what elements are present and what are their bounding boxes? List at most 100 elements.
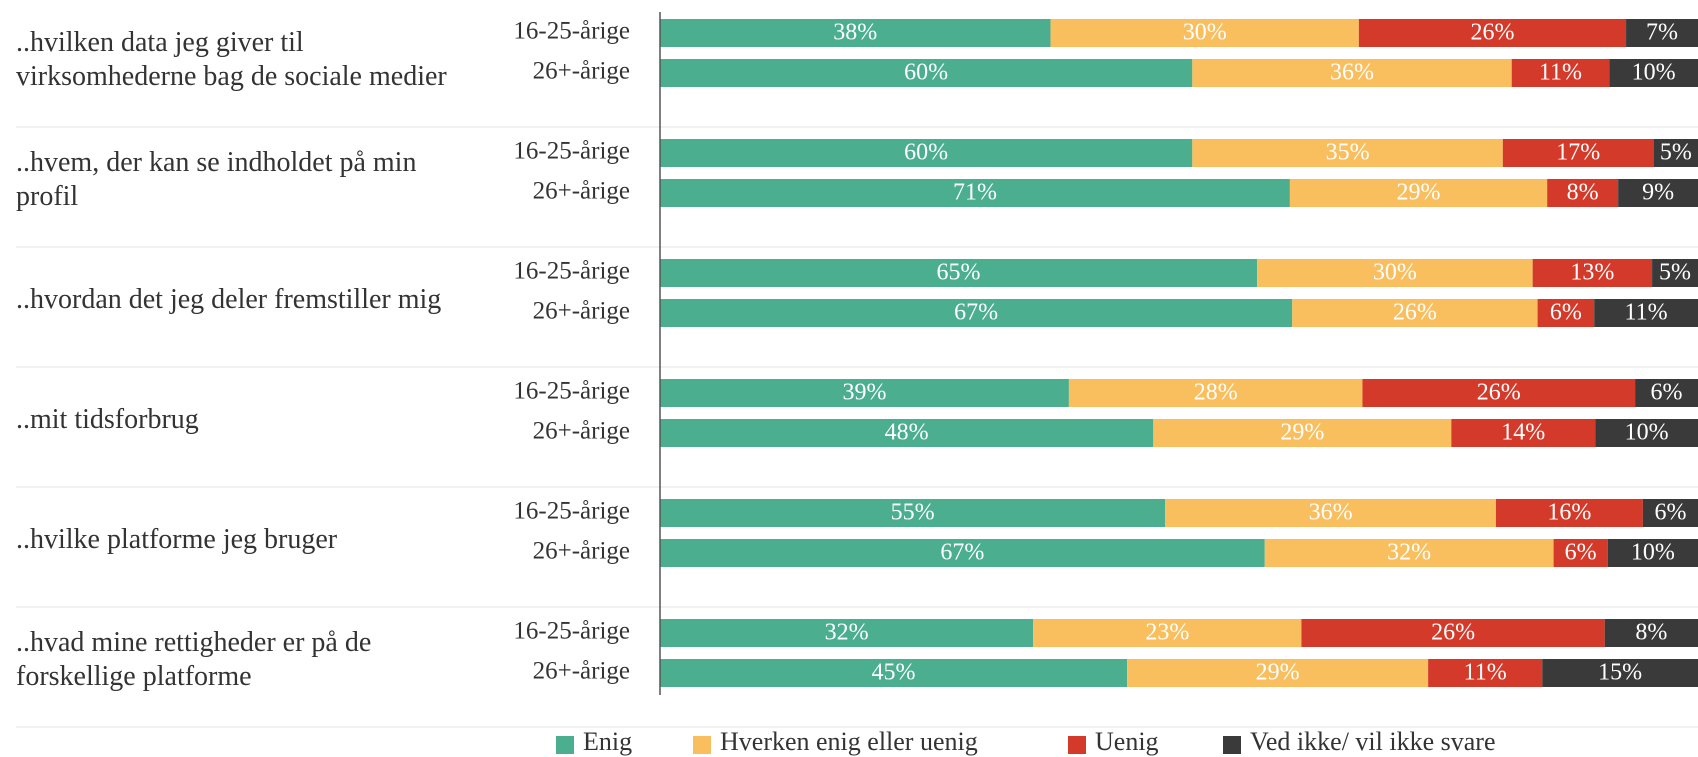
value-label: 65% bbox=[937, 260, 981, 286]
value-label: 10% bbox=[1631, 540, 1675, 566]
bar-segment bbox=[660, 139, 1193, 167]
legend-swatch bbox=[1068, 736, 1086, 754]
value-label: 36% bbox=[1330, 60, 1374, 86]
legend-swatch bbox=[556, 736, 574, 754]
bar-segment bbox=[1547, 179, 1619, 207]
bar-segment bbox=[660, 179, 1290, 207]
value-label: 15% bbox=[1598, 660, 1642, 686]
bar-segment bbox=[1635, 379, 1698, 407]
bar-segment bbox=[1652, 259, 1698, 287]
bar-segment bbox=[660, 379, 1069, 407]
group-label: 26+-årige bbox=[533, 58, 630, 85]
value-label: 8% bbox=[1567, 180, 1599, 206]
bar-segment bbox=[1292, 299, 1538, 327]
value-label: 14% bbox=[1501, 420, 1545, 446]
group-label: 16-25-årige bbox=[513, 138, 630, 165]
value-label: 8% bbox=[1635, 620, 1667, 646]
value-label: 32% bbox=[1387, 540, 1431, 566]
bar-segment bbox=[1609, 59, 1698, 87]
bar-segment bbox=[1289, 179, 1548, 207]
value-label: 32% bbox=[825, 620, 869, 646]
bar-segment bbox=[1607, 539, 1698, 567]
value-label: 36% bbox=[1309, 500, 1353, 526]
bar-segment bbox=[1451, 419, 1596, 447]
value-label: 35% bbox=[1326, 140, 1370, 166]
bar-segment bbox=[1362, 379, 1636, 407]
value-label: 11% bbox=[1539, 60, 1582, 86]
value-label: 48% bbox=[885, 420, 929, 446]
value-label: 29% bbox=[1280, 420, 1324, 446]
value-label: 29% bbox=[1256, 660, 1300, 686]
value-label: 5% bbox=[1660, 140, 1692, 166]
bar-segment bbox=[1604, 619, 1698, 647]
value-label: 67% bbox=[940, 540, 984, 566]
value-label: 38% bbox=[833, 20, 877, 46]
bar-segment bbox=[1165, 499, 1496, 527]
bar-segment bbox=[1511, 59, 1610, 87]
bar-segment bbox=[1033, 619, 1302, 647]
bar-segment bbox=[1618, 179, 1698, 207]
group-label: 26+-årige bbox=[533, 298, 630, 325]
question-label: ..hvordan det jeg deler fremstiller mig bbox=[16, 284, 442, 315]
value-label: 45% bbox=[872, 660, 916, 686]
bar-segment bbox=[1537, 299, 1595, 327]
value-label: 26% bbox=[1431, 620, 1475, 646]
bar-segment bbox=[660, 419, 1154, 447]
bar-segment bbox=[1595, 419, 1698, 447]
group-label: 26+-årige bbox=[533, 538, 630, 565]
value-label: 6% bbox=[1654, 500, 1686, 526]
bar-segment bbox=[1127, 659, 1429, 687]
group-label: 26+-årige bbox=[533, 658, 630, 685]
bar-segment bbox=[1542, 659, 1698, 687]
value-label: 5% bbox=[1659, 260, 1691, 286]
value-label: 26% bbox=[1477, 380, 1521, 406]
legend-label: Hverken enig eller uenig bbox=[720, 727, 978, 756]
bar-segment bbox=[660, 499, 1166, 527]
legend-label: Ved ikke/ vil ikke svare bbox=[1250, 727, 1496, 756]
group-label: 26+-årige bbox=[533, 178, 630, 205]
legend-label: Uenig bbox=[1095, 727, 1159, 756]
bar-segment bbox=[1495, 499, 1643, 527]
question-label: ..hvilken data jeg giver til virksomhede… bbox=[16, 27, 447, 92]
group-label: 16-25-årige bbox=[513, 498, 630, 525]
value-label: 67% bbox=[954, 300, 998, 326]
value-label: 10% bbox=[1632, 60, 1676, 86]
legend-swatch bbox=[693, 736, 711, 754]
question-label: ..hvilke platforme jeg bruger bbox=[16, 524, 338, 555]
bar-segment bbox=[660, 539, 1265, 567]
legend-swatch bbox=[1223, 736, 1241, 754]
value-label: 9% bbox=[1642, 180, 1674, 206]
value-label: 23% bbox=[1145, 620, 1189, 646]
bar-segment bbox=[1153, 419, 1452, 447]
value-label: 16% bbox=[1547, 500, 1591, 526]
bar-segment bbox=[1192, 59, 1512, 87]
group-label: 16-25-årige bbox=[513, 18, 630, 45]
bar-segment bbox=[1358, 19, 1627, 47]
bar-segment bbox=[660, 619, 1034, 647]
value-label: 13% bbox=[1570, 260, 1614, 286]
bar-segment bbox=[1068, 379, 1363, 407]
value-label: 30% bbox=[1373, 260, 1417, 286]
bar-segment bbox=[1428, 659, 1543, 687]
value-label: 6% bbox=[1565, 540, 1597, 566]
value-label: 6% bbox=[1550, 300, 1582, 326]
bar-segment bbox=[660, 299, 1293, 327]
value-label: 11% bbox=[1464, 660, 1507, 686]
bar-segment bbox=[1594, 299, 1698, 327]
bar-segment bbox=[1192, 139, 1503, 167]
value-label: 30% bbox=[1183, 20, 1227, 46]
bar-segment bbox=[1532, 259, 1653, 287]
group-label: 26+-årige bbox=[533, 418, 630, 445]
bar-segment bbox=[1050, 19, 1359, 47]
bar-segment bbox=[1257, 259, 1533, 287]
bar-segment bbox=[1642, 499, 1698, 527]
question-label: ..hvem, der kan se indholdet på min prof… bbox=[16, 147, 417, 212]
question-label: ..mit tidsforbrug bbox=[16, 404, 199, 435]
question-label: ..hvad mine rettigheder er på de forskel… bbox=[16, 627, 372, 692]
value-label: 60% bbox=[904, 140, 948, 166]
bar-segment bbox=[1626, 19, 1698, 47]
bar-segment bbox=[1301, 619, 1605, 647]
bar-segment bbox=[1502, 139, 1654, 167]
value-label: 17% bbox=[1556, 140, 1600, 166]
